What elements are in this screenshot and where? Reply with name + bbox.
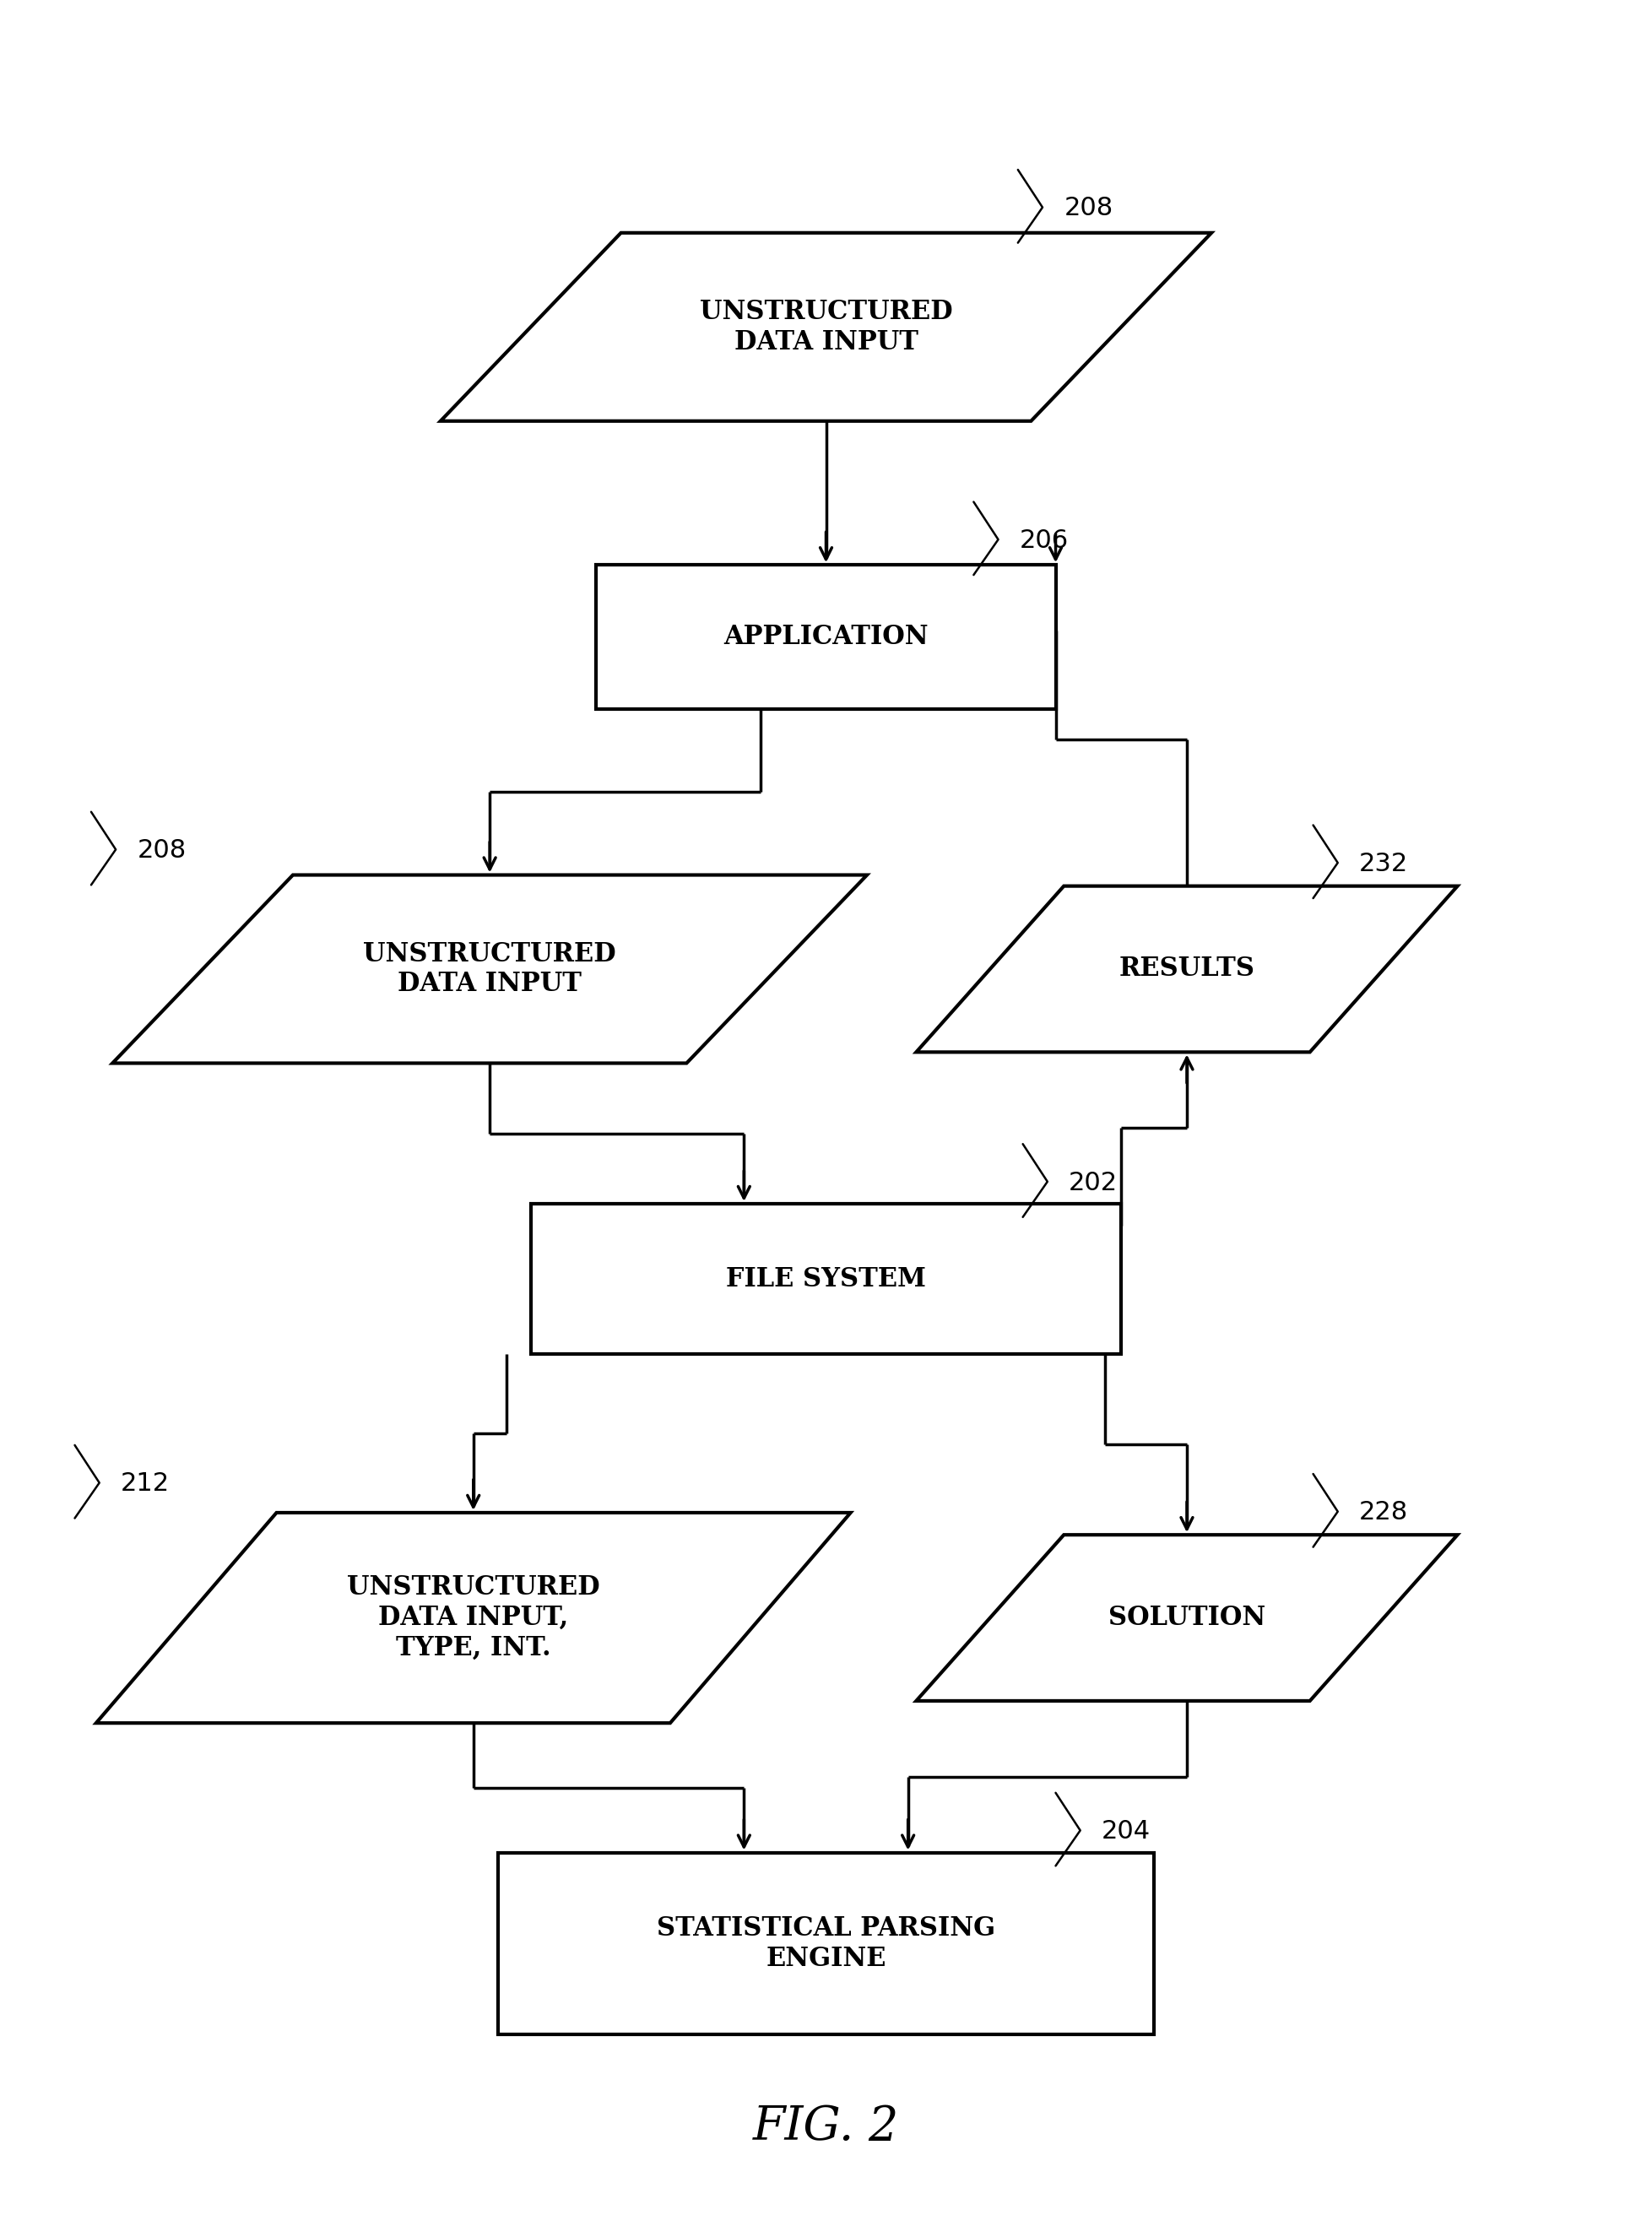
Text: FIG. 2: FIG. 2 [753, 2104, 899, 2150]
Text: 212: 212 [121, 1471, 170, 1496]
Polygon shape [441, 234, 1211, 421]
Text: 204: 204 [1102, 1819, 1151, 1843]
Text: 228: 228 [1360, 1500, 1408, 1525]
Bar [530, 1204, 1122, 1353]
Polygon shape [917, 1534, 1457, 1701]
Text: 208: 208 [137, 839, 187, 864]
Text: SOLUTION: SOLUTION [1108, 1605, 1265, 1632]
Bar [497, 1852, 1155, 2035]
Text: 208: 208 [1064, 196, 1113, 220]
Text: FILE SYSTEM: FILE SYSTEM [725, 1267, 927, 1291]
Polygon shape [112, 875, 867, 1064]
Text: STATISTICAL PARSING
ENGINE: STATISTICAL PARSING ENGINE [657, 1914, 995, 1972]
Polygon shape [917, 886, 1457, 1053]
Polygon shape [96, 1514, 851, 1723]
Text: 232: 232 [1360, 853, 1408, 877]
Text: UNSTRUCTURED
DATA INPUT: UNSTRUCTURED DATA INPUT [363, 942, 616, 997]
Text: APPLICATION: APPLICATION [724, 623, 928, 650]
Text: 202: 202 [1069, 1171, 1118, 1195]
Text: 206: 206 [1019, 528, 1069, 552]
Text: UNSTRUCTURED
DATA INPUT: UNSTRUCTURED DATA INPUT [699, 298, 953, 356]
Bar [596, 565, 1056, 708]
Text: UNSTRUCTURED
DATA INPUT,
TYPE, INT.: UNSTRUCTURED DATA INPUT, TYPE, INT. [347, 1574, 600, 1661]
Text: RESULTS: RESULTS [1118, 955, 1256, 982]
